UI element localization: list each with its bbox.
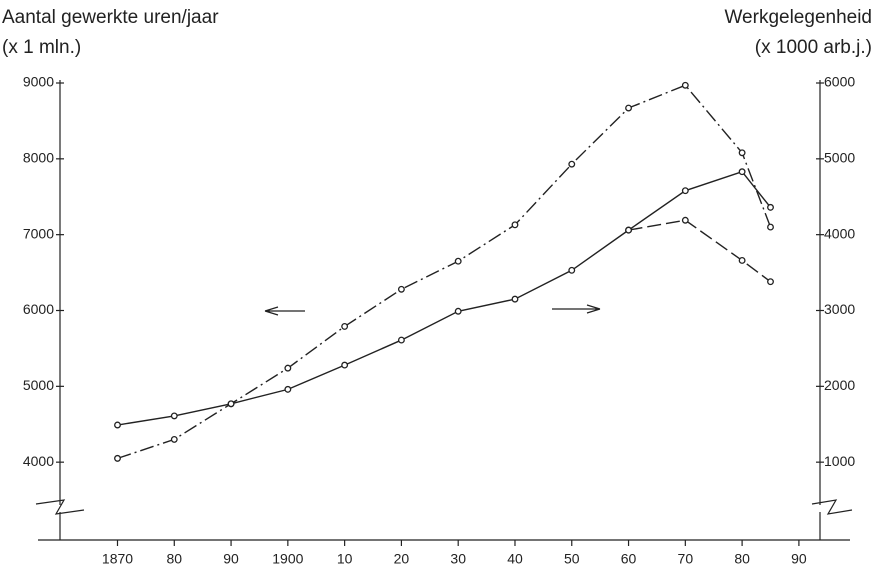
point [454, 307, 462, 315]
point [170, 412, 178, 420]
y-axis-label: (x 1 mln.) [2, 37, 81, 58]
line [117, 84, 772, 460]
y-tick-label: 8000 [23, 150, 54, 166]
y-axis-label: Aantal gewerkte uren/jaar [2, 7, 219, 28]
y2-axis [811, 80, 853, 540]
y-tick-label: 7000 [23, 225, 54, 241]
point [454, 257, 462, 265]
point [170, 435, 178, 443]
point [227, 400, 235, 408]
x-tick-label: 40 [507, 551, 523, 567]
y-tick-label: 6000 [23, 301, 54, 317]
point [738, 257, 746, 264]
y-tick-label: 4000 [23, 453, 54, 469]
y2-tick-label: 3000 [824, 301, 855, 317]
point [738, 168, 746, 176]
point [568, 266, 576, 274]
y2-axis-label: (x 1000 arb.j.) [755, 37, 872, 58]
x-tick-label: 50 [564, 551, 580, 567]
y-tick-label: 9000 [23, 74, 54, 90]
x-tick-label: 10 [337, 551, 353, 567]
point [511, 295, 519, 303]
x-tick-label: 1900 [272, 551, 303, 567]
point [625, 226, 632, 234]
x-tick-label: 70 [678, 551, 694, 567]
y2-tick-label: 6000 [824, 74, 855, 90]
y-axis [35, 80, 85, 540]
point [681, 81, 689, 89]
x-tick-label: 90 [791, 551, 807, 567]
x-tick-label: 90 [223, 551, 239, 567]
y2-axis-label: Werkgelegenheid [724, 7, 872, 28]
point [114, 454, 121, 462]
x-tick-label: 80 [734, 551, 750, 567]
y2-tick-label: 4000 [824, 225, 855, 241]
point [397, 336, 405, 344]
x-tick-label: 1870 [102, 551, 133, 567]
arrow-right [552, 304, 601, 314]
x-tick-label: 30 [450, 551, 466, 567]
line [117, 170, 772, 426]
x-tick-label: 60 [621, 551, 637, 567]
point [767, 223, 774, 231]
point [625, 104, 632, 112]
point [511, 221, 519, 229]
x-tick-label: 80 [166, 551, 182, 567]
point [114, 421, 121, 429]
point [341, 361, 349, 369]
x-tick-label: 20 [394, 551, 410, 567]
point [767, 278, 774, 286]
arrow-left [264, 306, 305, 316]
line [628, 219, 771, 283]
point [767, 203, 774, 211]
y2-tick-label: 5000 [824, 150, 855, 166]
point [681, 187, 689, 195]
point [568, 160, 576, 168]
point [681, 216, 689, 224]
point [284, 364, 292, 372]
point [284, 385, 292, 393]
y-tick-label: 5000 [23, 377, 54, 393]
point [341, 322, 349, 330]
point [738, 149, 746, 157]
y2-tick-label: 2000 [824, 377, 855, 393]
y2-tick-label: 1000 [824, 453, 855, 469]
point [397, 285, 405, 293]
